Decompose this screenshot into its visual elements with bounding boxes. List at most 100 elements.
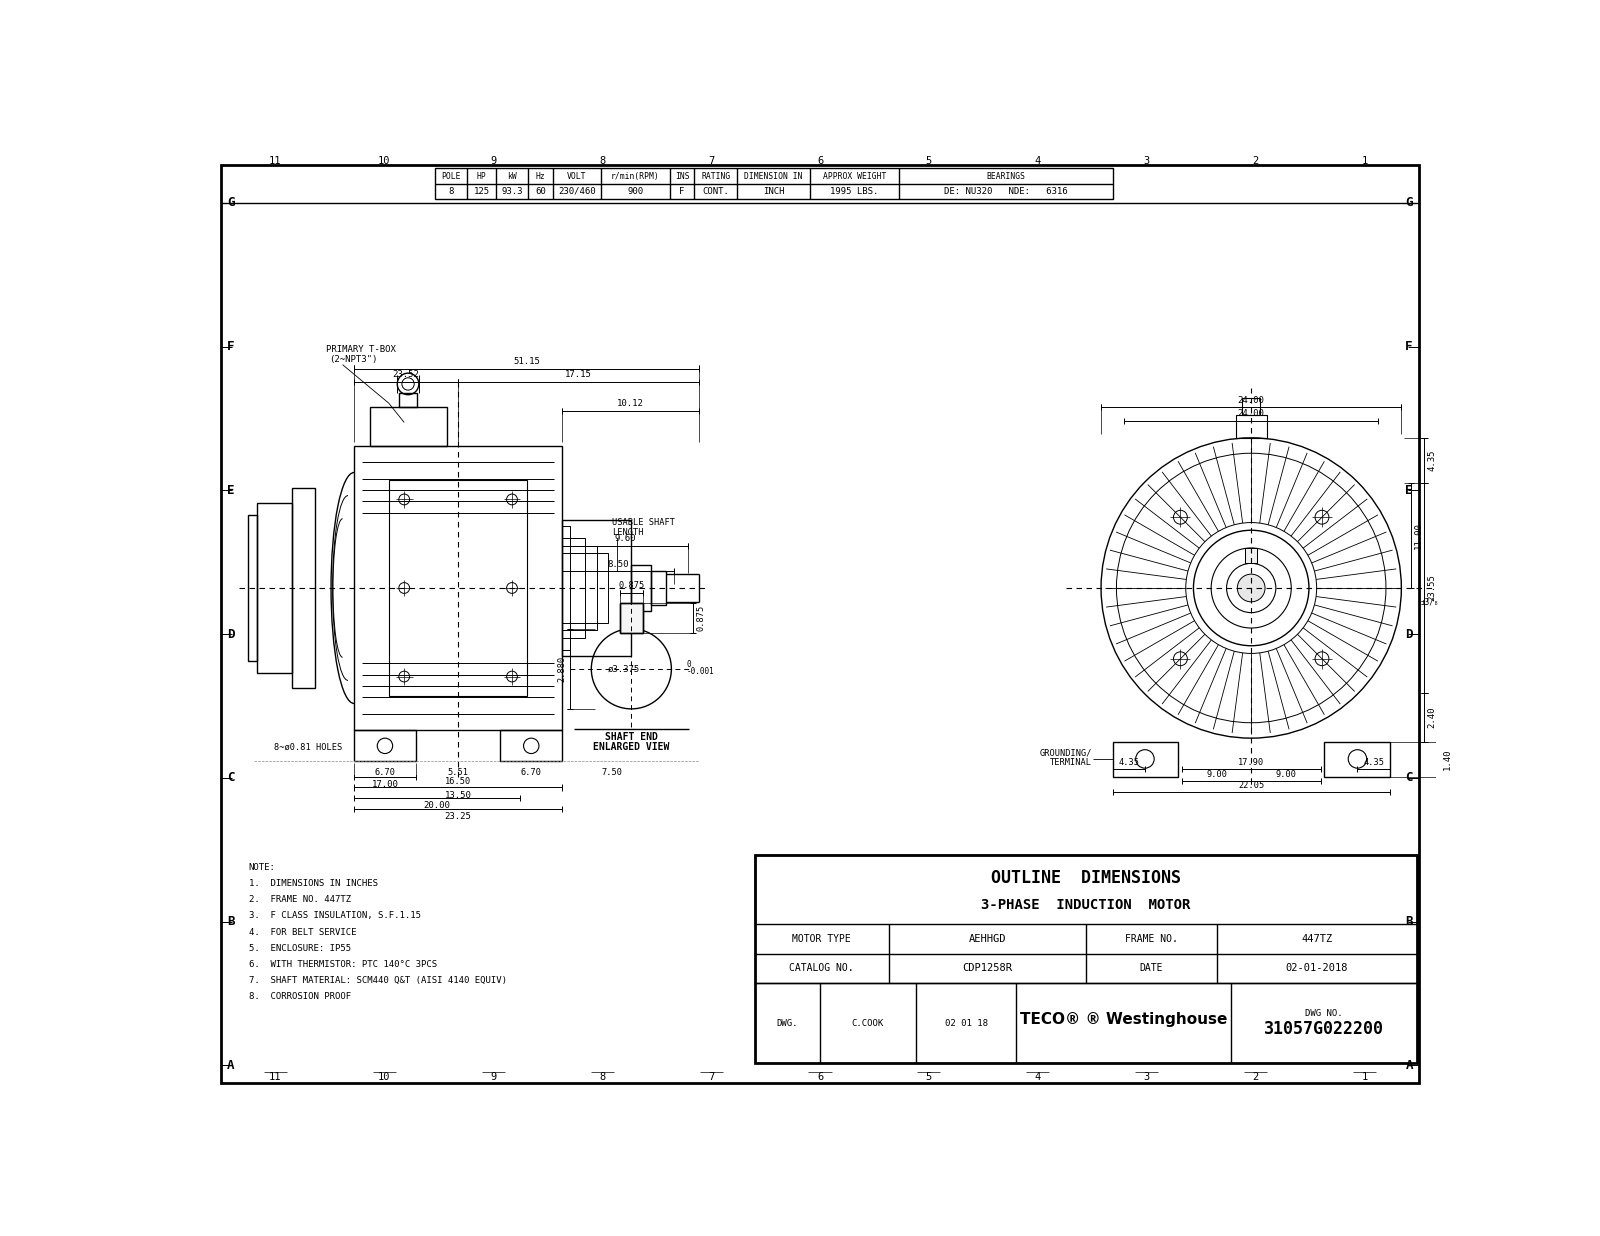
Text: 9.00: 9.00 [1206,770,1227,779]
Bar [562,538,586,638]
Text: 22.05: 22.05 [1238,781,1264,790]
Text: 7: 7 [707,1072,714,1082]
Text: 6: 6 [818,156,822,166]
Text: 17.15: 17.15 [565,371,592,379]
Text: D: D [1405,628,1413,640]
Text: INCH: INCH [763,187,784,197]
Text: MOTOR TYPE: MOTOR TYPE [792,934,851,944]
Text: kW: kW [507,172,517,180]
Bar [370,407,446,445]
Bar [258,503,291,672]
Text: AEHHGD: AEHHGD [968,934,1006,944]
Circle shape [1237,575,1266,602]
Text: 17.00: 17.00 [371,780,398,789]
Bar [1112,742,1178,776]
Text: 5: 5 [926,1072,933,1082]
Text: 9: 9 [490,156,496,166]
Text: 2: 2 [1253,156,1259,166]
Text: 4.35: 4.35 [1427,450,1437,471]
Text: 11: 11 [269,1072,282,1082]
Text: 9.60: 9.60 [614,534,635,543]
Text: 8.50: 8.50 [606,560,629,569]
Text: F: F [1405,340,1413,353]
Text: 51.15: 51.15 [514,357,541,366]
Text: C: C [227,771,235,785]
Text: 10.12: 10.12 [618,399,645,408]
Text: 31057G022200: 31057G022200 [1264,1020,1384,1038]
Text: 2.880: 2.880 [557,656,566,682]
Text: SHAFT END: SHAFT END [605,732,658,742]
Text: 5.  ENCLOSURE: IP55: 5. ENCLOSURE: IP55 [248,944,350,953]
Bar [755,855,1416,1063]
Text: 11: 11 [269,156,282,166]
Text: 24.00: 24.00 [1238,396,1264,404]
Text: 4: 4 [1035,156,1042,166]
Text: CDP1258R: CDP1258R [962,963,1013,974]
Text: 9: 9 [490,1072,496,1082]
Text: VOLT: VOLT [566,172,587,180]
Text: TERMINAL: TERMINAL [1050,758,1091,768]
Bar [619,603,643,633]
Text: C: C [1405,771,1413,785]
Text: 900: 900 [627,187,643,197]
Text: DIMENSION IN: DIMENSION IN [744,172,803,180]
Text: 3: 3 [1144,1072,1150,1082]
Text: 11.00: 11.00 [1414,522,1422,549]
Text: 2.40: 2.40 [1427,707,1437,728]
Text: 93.3: 93.3 [501,187,523,197]
Bar [435,168,1112,199]
Text: 1.40: 1.40 [1443,749,1453,770]
Text: 16.50: 16.50 [445,776,472,786]
Text: 7: 7 [707,156,714,166]
Text: F: F [680,187,685,197]
Text: 8: 8 [448,187,454,197]
Text: TECO® ® Westinghouse: TECO® ® Westinghouse [1019,1012,1227,1027]
Bar [1245,548,1258,564]
Bar [1242,398,1261,415]
Bar [562,527,570,650]
Text: 2: 2 [1253,1072,1259,1082]
Text: Hz: Hz [536,172,546,180]
Text: 23.25: 23.25 [445,812,472,821]
Text: 7.50: 7.50 [602,768,622,776]
Text: PRIMARY T-BOX: PRIMARY T-BOX [326,345,395,353]
Text: NOTE:: NOTE: [248,863,275,871]
Text: 8~ø0.81 HOLES: 8~ø0.81 HOLES [274,743,342,751]
Text: C.COOK: C.COOK [851,1018,883,1027]
Text: 125: 125 [474,187,490,197]
Text: 5.51: 5.51 [448,768,469,776]
Text: 8: 8 [598,156,605,166]
Text: 0: 0 [686,660,691,669]
Text: 2.  FRAME NO. 447TZ: 2. FRAME NO. 447TZ [248,895,350,905]
Bar [755,855,1416,925]
Text: 4.  FOR BELT SERVICE: 4. FOR BELT SERVICE [248,927,357,937]
Bar [389,481,528,696]
Text: 9.00: 9.00 [1275,770,1296,779]
Text: 3: 3 [1144,156,1150,166]
Text: 4.35: 4.35 [1363,758,1384,766]
Bar [501,730,562,761]
Text: F: F [227,340,235,353]
Text: 6.70: 6.70 [520,768,542,776]
Text: 5: 5 [926,156,933,166]
Text: DWG.: DWG. [776,1018,798,1027]
Text: 0.875: 0.875 [696,604,706,632]
Text: APPROX WEIGHT: APPROX WEIGHT [822,172,886,180]
Text: 60: 60 [534,187,546,197]
Text: 3.  F CLASS INSULATION, S.F.1.15: 3. F CLASS INSULATION, S.F.1.15 [248,911,421,921]
Text: 17.90: 17.90 [1238,758,1264,766]
Bar [619,603,643,633]
Text: 23.52: 23.52 [392,371,419,379]
Text: GROUNDING/: GROUNDING/ [1040,748,1091,758]
Bar [1235,415,1267,438]
Text: USABLE SHAFT: USABLE SHAFT [613,518,675,527]
Text: INS: INS [675,172,690,180]
Text: 02-01-2018: 02-01-2018 [1285,963,1347,974]
Text: G: G [227,197,235,209]
Text: 1995 LBS.: 1995 LBS. [830,187,878,197]
Text: A: A [227,1059,235,1072]
Text: 1: 1 [1362,1072,1368,1082]
Text: HP: HP [477,172,486,180]
Text: DE: NU320   NDE:   6316: DE: NU320 NDE: 6316 [944,187,1067,197]
Text: 24.00: 24.00 [1238,409,1264,419]
